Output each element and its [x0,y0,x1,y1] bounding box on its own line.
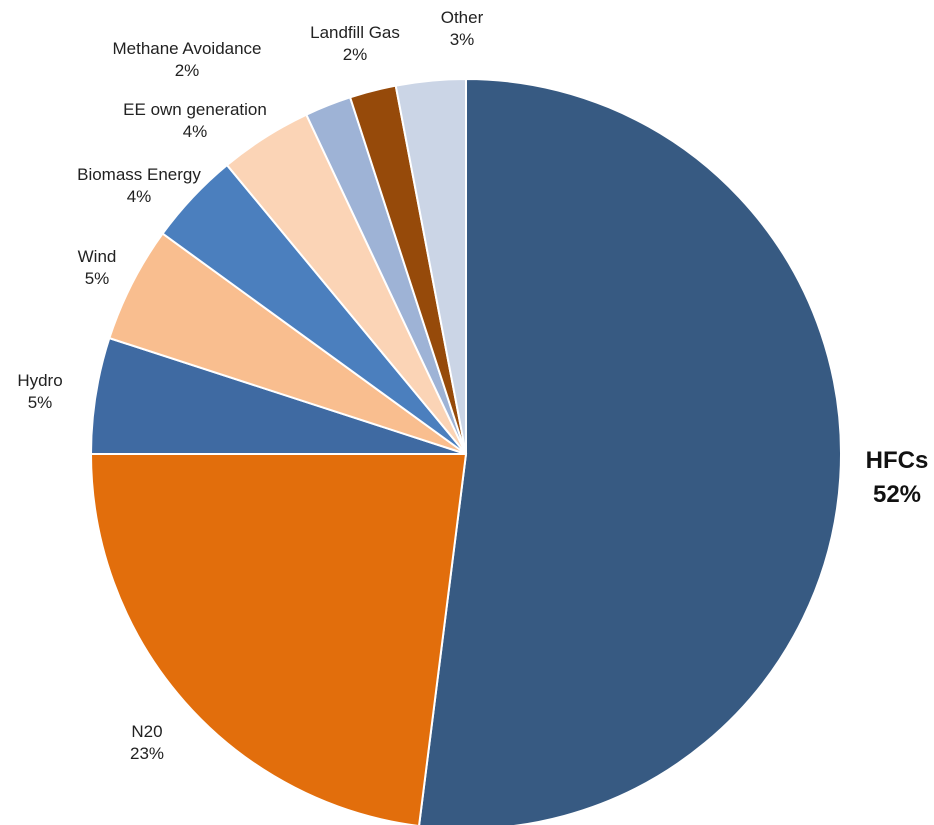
slice-label-value: 23% [130,744,164,763]
slice-label-name: Other [441,8,484,27]
pie-slice-n20 [89,453,468,825]
slice-label-value: 4% [127,187,152,206]
slice-label-biomass-energy: Biomass Energy 4% [77,165,201,206]
slice-label-name: Methane Avoidance [112,39,261,58]
slice-label-name: EE own generation [123,100,267,119]
slice-label-hfcs: HFCs 52% [866,447,929,508]
slice-label-value: 2% [343,45,368,64]
slice-label-name: Biomass Energy [77,165,201,184]
slice-label-name: N20 [131,722,162,741]
slice-label-name: Hydro [17,371,62,390]
slice-label-name: Landfill Gas [310,23,400,42]
slice-label-value: 2% [175,61,200,80]
slice-label-value: 4% [183,122,208,141]
slice-label-value: 5% [28,393,53,412]
slice-label-name: Wind [78,247,117,266]
slice-label-value: 52% [873,481,921,508]
slice-label-name: HFCs [866,447,929,474]
slice-label-hydro: Hydro 5% [17,371,62,412]
pie-slice-hfcs [418,77,842,825]
slice-label-value: 3% [450,30,475,49]
slice-label-ee-own-generation: EE own generation 4% [123,100,267,141]
pie-slice-other [394,77,467,455]
slice-label-other: Other 3% [441,8,484,49]
slice-label-value: 5% [85,269,110,288]
slice-label-methane-avoidance: Methane Avoidance 2% [112,39,261,80]
slice-label-wind: Wind 5% [78,247,117,288]
slice-label-landfill-gas: Landfill Gas 2% [310,23,400,64]
